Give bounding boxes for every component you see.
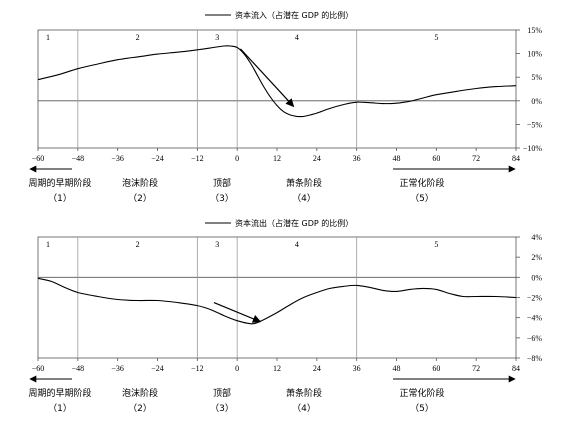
x-tick-label: 0 xyxy=(235,154,239,163)
y-tick-label: 0% xyxy=(531,273,542,282)
legend-label: 资本流入（占潜在 GDP 的比例） xyxy=(235,10,353,20)
y-tick-label: 15% xyxy=(527,26,542,35)
stage-number: （2） xyxy=(128,403,152,414)
stage-label: 顶部 xyxy=(213,177,231,189)
y-tick-label: 4% xyxy=(531,233,542,242)
phase-number: 2 xyxy=(136,240,140,249)
stage-label: 顶部 xyxy=(213,387,231,399)
phase-number: 2 xyxy=(136,33,140,42)
x-tick-label: −48 xyxy=(72,154,85,163)
x-tick-label: −36 xyxy=(111,154,124,163)
x-tick-label: 72 xyxy=(472,154,480,163)
x-tick-label: 48 xyxy=(393,154,401,163)
series-line xyxy=(37,45,517,118)
x-tick-label: 36 xyxy=(353,154,361,163)
x-tick-label: 24 xyxy=(313,364,321,373)
phase-number: 4 xyxy=(295,33,299,42)
series-line xyxy=(37,277,517,325)
plot-frame xyxy=(37,236,517,359)
stage-number: （4） xyxy=(292,403,316,414)
stage-number: （5） xyxy=(410,403,434,414)
x-tick-label: 60 xyxy=(432,364,440,373)
stage-number: （1） xyxy=(48,193,72,204)
x-tick-label: −12 xyxy=(191,154,204,163)
x-tick-label: 24 xyxy=(313,154,321,163)
x-tick-label: −24 xyxy=(151,154,164,163)
legend-label: 资本流出（占潜在 GDP 的比例） xyxy=(235,218,353,228)
stage-labels-bottom: 周期的早期阶段 （1） 泡沫阶段 （2） 顶部 （3） 萧条阶段 （4） 正常化阶段 （5） xyxy=(28,375,516,414)
y-tick-label: 5% xyxy=(531,73,542,82)
phase-number: 1 xyxy=(46,33,50,42)
y-tick-label: −10% xyxy=(523,144,543,153)
x-tick-label: 84 xyxy=(512,364,520,373)
y-tick-label: −5% xyxy=(527,120,543,129)
x-tick-label: −12 xyxy=(191,364,204,373)
x-tick-label: −48 xyxy=(72,364,85,373)
stage-label: 周期的早期阶段 xyxy=(28,387,91,399)
y-tick-label: 2% xyxy=(531,253,542,262)
capital-outflow-chart: 资本流出（占潜在 GDP 的比例）1 2 3 4 54%2%0%−2%−4%−6%−8%… xyxy=(32,218,543,373)
x-tick-label: 12 xyxy=(273,364,281,373)
y-tick-label: 0% xyxy=(531,97,542,106)
x-tick-label: 0 xyxy=(235,364,239,373)
x-tick-label: 48 xyxy=(393,364,401,373)
x-tick-label: 72 xyxy=(472,364,480,373)
x-tick-label: −36 xyxy=(111,364,124,373)
x-tick-label: −60 xyxy=(32,154,45,163)
stage-labels-top: 周期的早期阶段 （1） 泡沫阶段 （2） 顶部 （3） 萧条阶段 （4） 正常化阶段 （5） xyxy=(28,165,516,204)
stage-label: 萧条阶段 xyxy=(286,177,322,189)
stage-number: （3） xyxy=(210,193,234,204)
phase-number: 5 xyxy=(434,240,438,249)
annotation-arrow xyxy=(240,48,295,108)
phase-number: 1 xyxy=(46,240,50,249)
stage-number: （2） xyxy=(128,193,152,204)
annotation-arrow xyxy=(213,301,262,323)
y-tick-label: −4% xyxy=(527,314,543,323)
y-tick-label: −2% xyxy=(527,294,543,303)
y-tick-label: −6% xyxy=(527,334,543,343)
phase-number: 3 xyxy=(215,240,219,249)
stage-label: 正常化阶段 xyxy=(399,177,444,189)
x-tick-label: 12 xyxy=(273,154,281,163)
stage-number: （1） xyxy=(48,403,72,414)
stage-number: （3） xyxy=(210,403,234,414)
x-tick-label: −60 xyxy=(32,364,45,373)
y-tick-label: −8% xyxy=(527,354,543,363)
stage-label: 正常化阶段 xyxy=(399,387,444,399)
capital-inflow-chart: 资本流入（占潜在 GDP 的比例）1 2 3 4 515%10%5%0%−5%−10%−… xyxy=(32,10,543,163)
phase-number: 3 xyxy=(215,33,219,42)
stage-label: 泡沫阶段 xyxy=(122,177,158,189)
stage-label: 泡沫阶段 xyxy=(122,387,158,399)
stage-number: （4） xyxy=(292,193,316,204)
x-tick-label: 84 xyxy=(512,154,520,163)
phase-number: 5 xyxy=(434,33,438,42)
stage-label: 周期的早期阶段 xyxy=(28,177,91,189)
stage-number: （5） xyxy=(410,193,434,204)
y-tick-label: 10% xyxy=(527,50,542,59)
phase-number: 4 xyxy=(295,240,299,249)
x-tick-label: 60 xyxy=(432,154,440,163)
stage-label: 萧条阶段 xyxy=(286,387,322,399)
x-tick-label: 36 xyxy=(353,364,361,373)
x-tick-label: −24 xyxy=(151,364,164,373)
